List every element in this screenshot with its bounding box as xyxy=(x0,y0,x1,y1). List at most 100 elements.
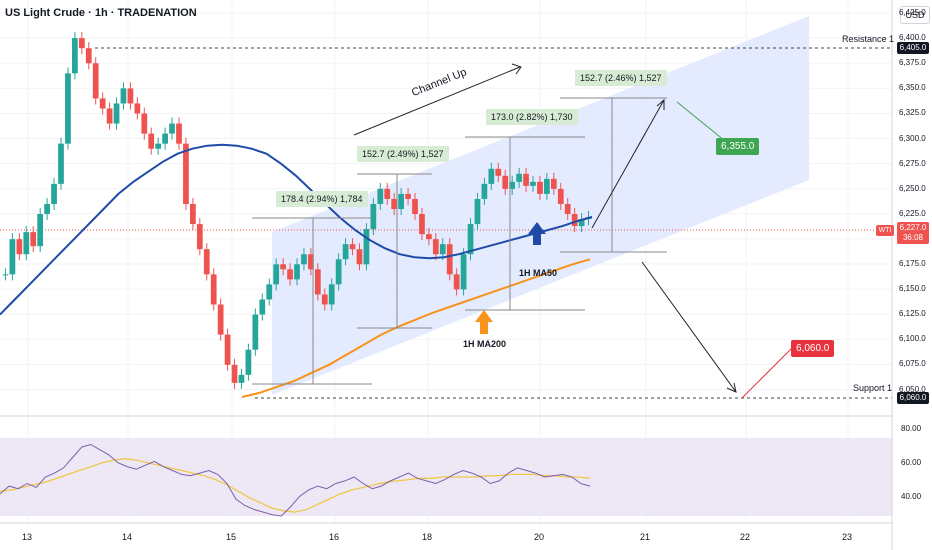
candles xyxy=(2,32,592,389)
candle xyxy=(377,182,384,211)
price-axis[interactable]: 6,425.0 6,400.0 6,375.0 6,350.0 6,325.0 6,300… xyxy=(893,0,932,416)
price-tick-label: 6,425.0 xyxy=(899,8,926,17)
candle xyxy=(537,175,543,200)
ma50-label: 1H MA50 xyxy=(519,268,558,278)
candle xyxy=(530,175,536,192)
price-tick-label: 6,175.0 xyxy=(899,259,926,268)
candle xyxy=(405,187,411,205)
candle xyxy=(349,238,356,256)
time-tick-label: 23 xyxy=(842,532,853,542)
candle xyxy=(224,328,231,371)
support-price-tag: 6,060.0 xyxy=(897,392,929,404)
price-tick-label: 6,075.0 xyxy=(899,359,926,369)
resistance-price-tag: 6,405.0 xyxy=(897,42,929,54)
candle xyxy=(509,175,516,195)
price-tick-label: 6,125.0 xyxy=(899,309,926,319)
candle xyxy=(58,137,64,190)
candle xyxy=(467,218,474,261)
candle xyxy=(37,207,44,253)
candle xyxy=(203,243,210,281)
candle xyxy=(196,218,203,256)
candle xyxy=(190,197,196,231)
candle xyxy=(412,192,418,221)
candle xyxy=(78,32,85,55)
candle xyxy=(294,258,300,286)
candle xyxy=(2,268,9,281)
ma50-line xyxy=(0,143,593,316)
countdown-value: 36:08 xyxy=(902,233,924,242)
candle xyxy=(578,213,585,233)
candle xyxy=(106,102,113,130)
candle xyxy=(85,42,92,70)
support-label: Support 1 xyxy=(853,383,893,393)
candle xyxy=(176,117,182,150)
candle xyxy=(370,197,377,236)
candle xyxy=(564,197,571,221)
currency-label[interactable]: USD xyxy=(900,6,930,24)
candle xyxy=(259,293,266,321)
price-tick-label: 6,325.0 xyxy=(899,108,926,118)
candle xyxy=(523,167,529,192)
candle xyxy=(162,127,168,150)
candle xyxy=(488,162,495,190)
time-tick-label: 16 xyxy=(329,532,340,542)
candle xyxy=(453,268,460,296)
candle xyxy=(308,248,314,276)
candle xyxy=(544,172,550,200)
candle xyxy=(231,358,238,389)
candle xyxy=(342,238,349,266)
candle xyxy=(245,343,252,381)
candle xyxy=(65,67,71,150)
candle xyxy=(9,233,16,281)
candle xyxy=(134,97,141,120)
ma50-arrow-icon xyxy=(528,222,546,245)
rsi-ma-line xyxy=(0,458,591,513)
price-tick-label: 6,375.0 xyxy=(899,58,926,68)
candle xyxy=(252,308,259,356)
candle xyxy=(92,57,99,105)
candle xyxy=(495,162,502,182)
resistance-label: Resistance 1 xyxy=(842,34,895,44)
measure-label-1: 178.4 (2.94%) 1,784 xyxy=(276,191,368,207)
rsi-line xyxy=(0,443,591,517)
candle xyxy=(391,192,398,216)
candle xyxy=(314,263,321,301)
rsi-tick-label: 80.00 xyxy=(901,424,922,433)
candle xyxy=(446,238,453,281)
rsi-tick-label: 40.00 xyxy=(901,492,922,501)
time-tick-label: 15 xyxy=(226,532,237,542)
candle xyxy=(99,92,106,115)
candle xyxy=(460,248,467,296)
candle xyxy=(398,187,404,216)
target-down-connector xyxy=(741,347,793,399)
time-axis[interactable]: 13 14 15 16 18 20 21 22 23 xyxy=(0,523,892,550)
time-tick-label: 14 xyxy=(122,532,133,542)
candle xyxy=(127,82,134,110)
candle xyxy=(51,177,57,211)
ma200-label: 1H MA200 xyxy=(463,339,507,349)
candle xyxy=(113,97,120,130)
candle xyxy=(217,298,224,341)
candle xyxy=(502,169,509,195)
rsi-axis[interactable]: 80.00 60.00 40.00 xyxy=(893,416,932,523)
candle xyxy=(335,253,342,291)
candle xyxy=(141,107,148,140)
candle xyxy=(273,258,280,291)
candle xyxy=(432,233,439,261)
candle xyxy=(328,278,335,311)
price-tick-label: 6,050.0 xyxy=(899,384,926,394)
projection-arrows xyxy=(353,63,737,393)
target-up-connector xyxy=(676,101,731,146)
candle xyxy=(30,226,37,253)
candle xyxy=(426,228,432,246)
target-down-label: 6,060.0 xyxy=(791,340,835,357)
measure-label-4: 152.7 (2.46%) 1,527 xyxy=(575,70,667,86)
candle xyxy=(474,192,481,231)
candle xyxy=(155,137,162,155)
candle xyxy=(321,288,328,311)
candle xyxy=(44,197,50,221)
price-tick-label: 6,225.0 xyxy=(899,208,926,218)
candle xyxy=(557,182,564,211)
candle xyxy=(72,32,78,80)
